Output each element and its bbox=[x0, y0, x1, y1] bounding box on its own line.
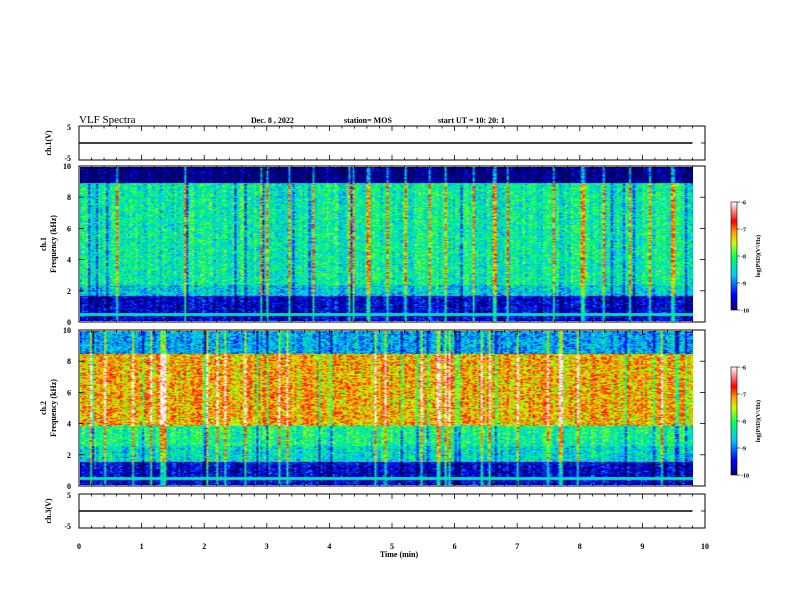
colorbar-ch1-bar bbox=[730, 201, 738, 311]
spectrogram-ch1-image bbox=[80, 167, 693, 321]
xtick-label: 10 bbox=[701, 542, 709, 551]
spectrogram-ch2-image bbox=[80, 331, 693, 485]
colorbar-tick-label: -8 bbox=[741, 420, 746, 426]
colorbar-ch2-bar bbox=[730, 366, 738, 476]
colorbar-tick-label: -8 bbox=[741, 255, 746, 261]
ytick-label: 2 bbox=[67, 287, 71, 296]
ytick-label: 10 bbox=[63, 162, 71, 171]
ytick-label: -5 bbox=[64, 522, 71, 531]
waveform-ch1-ytick-labels: 5 -5 bbox=[64, 123, 71, 163]
xtick-label: 9 bbox=[640, 542, 644, 551]
colorbar-tick-label: -10 bbox=[741, 474, 749, 480]
axis-ticks bbox=[78, 125, 706, 529]
ytick-label: 5 bbox=[67, 491, 71, 500]
header-date: Dec. 8 , 2022 bbox=[251, 116, 294, 125]
colorbar-tick-label: -10 bbox=[741, 309, 749, 315]
header-station: station= MOS bbox=[344, 116, 392, 125]
colorbar-ch2-label: log(PSD)(V²/Hz) bbox=[755, 400, 762, 442]
ytick-label: 4 bbox=[67, 420, 71, 429]
colorbar-tick-label: -7 bbox=[741, 228, 746, 234]
waveform-ch3-ytick-labels: 5 -5 bbox=[64, 491, 71, 531]
xtick-label: 3 bbox=[265, 542, 269, 551]
ytick-label: 0 bbox=[67, 318, 71, 327]
colorbar-tick-label: -9 bbox=[741, 447, 746, 453]
ytick-label: 8 bbox=[67, 357, 71, 366]
colorbar-tick-label: -7 bbox=[741, 393, 746, 399]
xtick-label: 4 bbox=[327, 542, 331, 551]
waveform-ch3-ylabel: ch.3(V) bbox=[44, 498, 53, 523]
spectrogram-ch2-channel-label: ch.2 bbox=[39, 401, 48, 415]
colorbar-tick-label: -6 bbox=[741, 366, 746, 372]
ytick-label: 2 bbox=[67, 451, 71, 460]
xtick-label: 8 bbox=[578, 542, 582, 551]
ytick-label: -5 bbox=[64, 154, 71, 163]
x-axis-label: Time (min) bbox=[380, 550, 419, 559]
colorbar-ch2: -6 -7 -8 -9 -10 log(PSD)(V²/Hz) bbox=[730, 366, 762, 480]
spectrogram-ch1-ylabel: Frequency (kHz) bbox=[49, 215, 58, 273]
xtick-label: 1 bbox=[140, 542, 144, 551]
ytick-label: 6 bbox=[67, 388, 71, 397]
colorbar-tick-label: -9 bbox=[741, 282, 746, 288]
spectrogram-ch2-ylabel: Frequency (kHz) bbox=[49, 379, 58, 437]
colorbar-tick-label: -6 bbox=[741, 201, 746, 207]
ytick-label: 4 bbox=[67, 256, 71, 265]
xtick-label: 6 bbox=[453, 542, 457, 551]
spectrogram-ch1-channel-label: ch.1 bbox=[39, 237, 48, 251]
xtick-labels: 0 1 2 3 4 5 6 7 8 9 10 bbox=[77, 542, 709, 551]
header-start-ut: start UT = 10: 20: 1 bbox=[438, 116, 505, 125]
xtick-label: 5 bbox=[390, 542, 394, 551]
xtick-label: 7 bbox=[515, 542, 519, 551]
ytick-label: 6 bbox=[67, 224, 71, 233]
waveform-ch1-ylabel: ch.1(V) bbox=[44, 130, 53, 155]
ytick-label: 0 bbox=[67, 482, 71, 491]
colorbar-ch1: -6 -7 -8 -9 -10 log(PSD)(V²/Hz) bbox=[730, 201, 762, 315]
figure-title: VLF Spectra bbox=[79, 114, 136, 126]
ytick-label: 8 bbox=[67, 193, 71, 202]
xtick-label: 2 bbox=[202, 542, 206, 551]
xtick-label: 0 bbox=[77, 542, 81, 551]
ytick-label: 5 bbox=[67, 123, 71, 132]
ytick-label: 10 bbox=[63, 326, 71, 335]
colorbar-ch1-label: log(PSD)(V²/Hz) bbox=[755, 235, 762, 277]
